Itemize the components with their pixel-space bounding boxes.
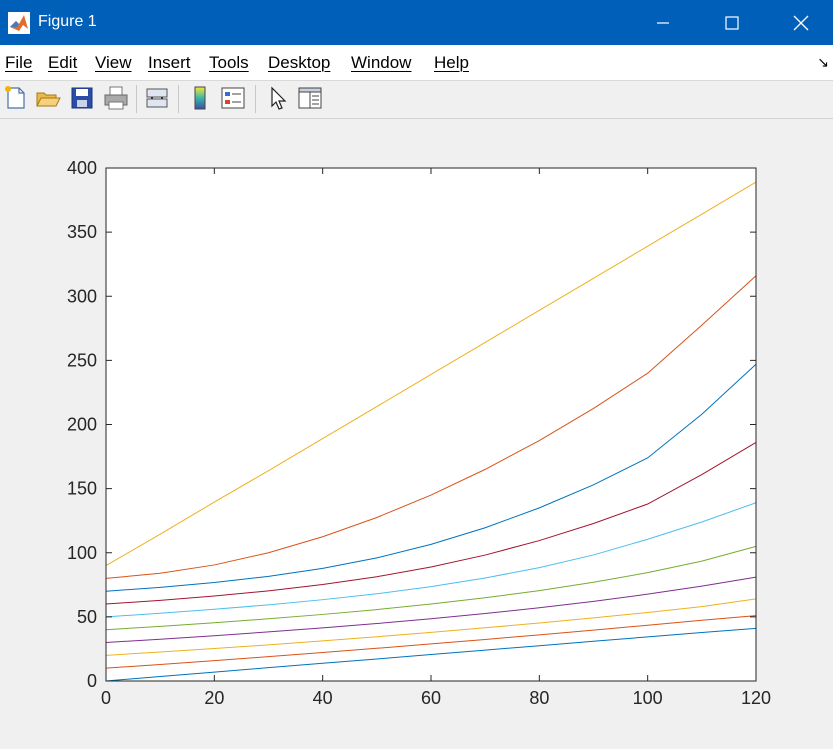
series-line-6	[105, 502, 757, 618]
menu-edit[interactable]: Edit	[48, 53, 78, 72]
series-line-3	[105, 598, 757, 656]
open-file-icon[interactable]	[34, 84, 62, 112]
maximize-button[interactable]	[697, 0, 767, 45]
toolbar-separator	[255, 85, 256, 113]
x-tick-label: 0	[101, 688, 111, 708]
y-tick-label: 50	[77, 607, 97, 627]
menu-tools[interactable]: Tools	[209, 53, 249, 72]
colorbar-icon[interactable]	[186, 84, 214, 112]
pointer-icon[interactable]	[264, 84, 292, 112]
new-figure-icon[interactable]	[2, 84, 30, 112]
menu-view[interactable]: View	[95, 53, 132, 72]
minimize-button[interactable]	[628, 0, 698, 45]
menu-bar: File Edit View Insert Tools Desktop Wind…	[0, 45, 833, 81]
link-plot-icon[interactable]	[143, 84, 171, 112]
x-tick-label: 40	[313, 688, 333, 708]
series-line-9	[105, 275, 757, 579]
axis-layer: 0 20 40 60 80 100 120 0 50 100 150 200 250 300 350 400	[67, 158, 771, 708]
series-line-2	[105, 615, 757, 669]
menu-help[interactable]: Help	[434, 53, 469, 72]
x-tick-label: 60	[421, 688, 441, 708]
series-layer	[105, 181, 757, 682]
menu-window[interactable]: Window	[351, 53, 412, 72]
y-tick-label: 0	[87, 671, 97, 691]
dock-arrow-icon[interactable]: ↘	[817, 54, 829, 70]
y-tick-label: 350	[67, 222, 97, 242]
property-inspector-icon[interactable]	[296, 84, 324, 112]
print-icon[interactable]	[102, 84, 130, 112]
toolbar	[0, 81, 833, 119]
title-bar: Figure 1	[0, 0, 833, 45]
legend-icon[interactable]	[219, 84, 247, 112]
y-tick-label: 400	[67, 158, 97, 178]
close-icon	[793, 15, 809, 30]
menu-file[interactable]: File	[5, 53, 33, 72]
series-line-1	[105, 627, 757, 682]
series-line-10	[105, 181, 757, 567]
menu-desktop[interactable]: Desktop	[268, 53, 331, 72]
y-tick-label: 250	[67, 350, 97, 370]
window-title: Figure 1	[38, 13, 97, 30]
y-tick-label: 200	[67, 415, 97, 435]
series-line-8	[105, 363, 757, 592]
x-tick-label: 80	[529, 688, 549, 708]
minimize-icon	[657, 21, 669, 24]
maximize-icon	[725, 15, 739, 30]
y-tick-label: 150	[67, 479, 97, 499]
toolbar-separator	[136, 85, 137, 113]
close-button[interactable]	[766, 0, 833, 45]
line-chart: 0 20 40 60 80 100 120 0 50 100 150 200 250 300 350 400	[67, 158, 771, 708]
matlab-logo-icon	[8, 12, 30, 34]
series-line-4	[105, 576, 757, 644]
y-tick-label: 100	[67, 543, 97, 563]
toolbar-separator	[178, 85, 179, 113]
x-tick-label: 100	[633, 688, 663, 708]
x-tick-label: 120	[741, 688, 771, 708]
x-tick-label: 20	[204, 688, 224, 708]
menu-insert[interactable]: Insert	[148, 53, 191, 72]
save-icon[interactable]	[68, 84, 96, 112]
series-line-7	[105, 442, 757, 605]
series-line-5	[105, 545, 757, 631]
y-tick-label: 300	[67, 286, 97, 306]
